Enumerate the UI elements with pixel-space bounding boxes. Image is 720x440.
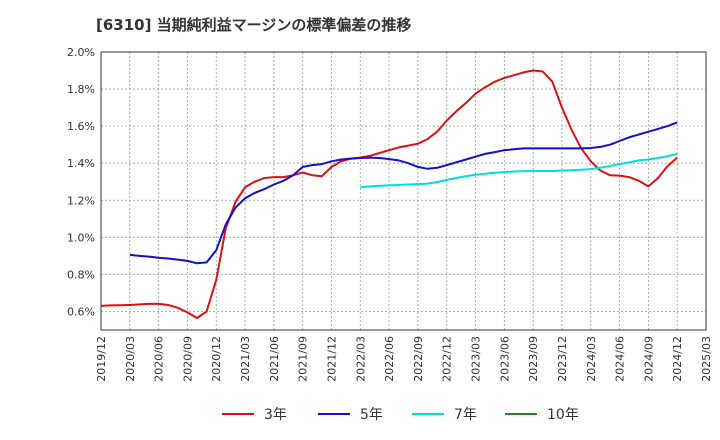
x-tick-label: 2023/12 [556, 336, 569, 382]
y-tick-label: 2.0% [67, 46, 95, 59]
series-lines [100, 69, 678, 319]
x-tick-label: 2023/03 [470, 336, 483, 382]
x-axis-ticks: 2019/12 2020/03 2020/06 2020/09 2020/12 2021/… [95, 336, 713, 382]
x-tick-label: 2025/03 [700, 336, 713, 382]
legend-label: 3年 [264, 407, 287, 423]
x-tick-label: 2021/09 [297, 336, 310, 382]
x-tick-label: 2024/09 [642, 336, 655, 382]
legend-label: 5年 [360, 407, 383, 423]
x-tick-label: 2024/12 [671, 336, 684, 382]
x-tick-label: 2024/06 [614, 336, 627, 382]
grid-lines [100, 51, 707, 330]
series-line-7年 [360, 152, 678, 189]
y-tick-label: 1.8% [67, 83, 95, 96]
x-tick-label: 2020/12 [210, 336, 223, 382]
y-axis-ticks: 0.6% 0.8% 1.0% 1.2% 1.4% 1.6% 1.8% 2.0% [67, 46, 95, 318]
y-tick-label: 1.0% [67, 231, 95, 244]
x-tick-label: 2020/06 [153, 336, 166, 382]
x-tick-label: 2023/06 [498, 336, 511, 382]
x-tick-label: 2020/03 [124, 336, 137, 382]
x-tick-label: 2021/12 [325, 336, 338, 382]
x-tick-label: 2022/06 [383, 336, 396, 382]
x-tick-label: 2022/09 [412, 336, 425, 382]
y-tick-label: 0.8% [67, 268, 95, 281]
plot-frame [100, 51, 707, 331]
x-tick-label: 2024/03 [585, 336, 598, 382]
chart-title: [6310] 当期純利益マージンの標準偏差の推移 [96, 16, 412, 34]
y-tick-label: 1.6% [67, 120, 95, 133]
x-tick-label: 2020/09 [181, 336, 194, 382]
x-tick-label: 2021/03 [239, 336, 252, 382]
x-tick-label: 2023/09 [527, 336, 540, 382]
legend: 3年 5年 7年 10年 [222, 407, 579, 423]
y-tick-label: 1.4% [67, 157, 95, 170]
series-line-5年 [129, 121, 678, 265]
x-tick-label: 2022/12 [441, 336, 454, 382]
y-tick-label: 0.6% [67, 305, 95, 318]
legend-label: 10年 [547, 407, 579, 423]
x-tick-label: 2021/06 [268, 336, 281, 382]
x-tick-label: 2022/03 [354, 336, 367, 382]
x-tick-label: 2019/12 [95, 336, 108, 382]
y-tick-label: 1.2% [67, 194, 95, 207]
legend-label: 7年 [454, 407, 477, 423]
